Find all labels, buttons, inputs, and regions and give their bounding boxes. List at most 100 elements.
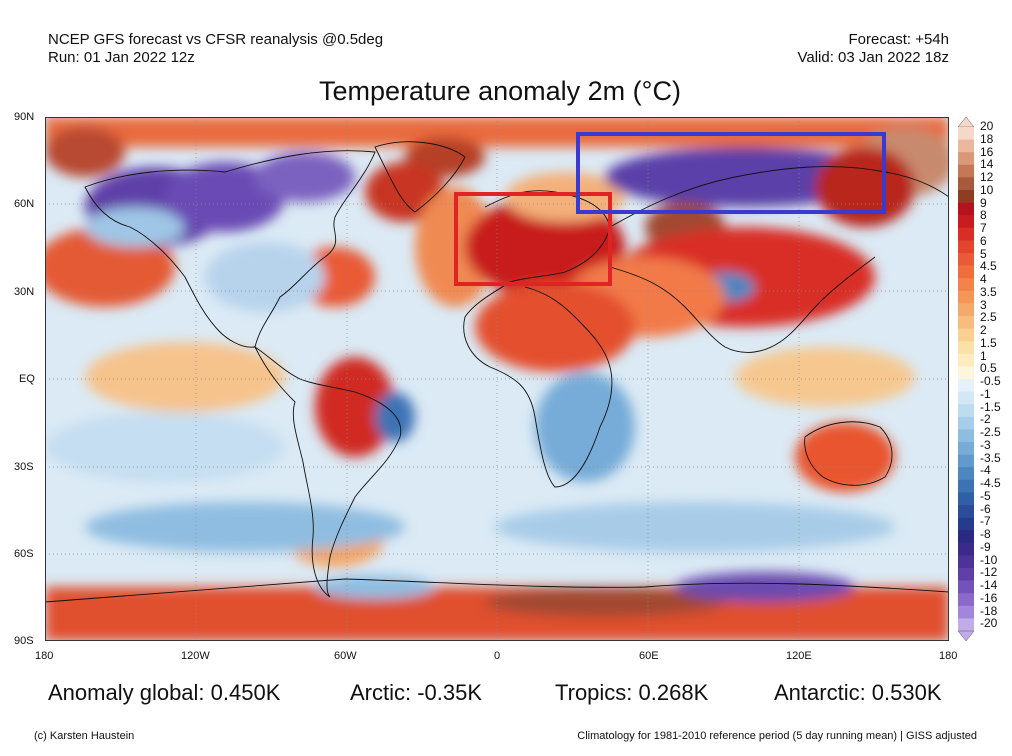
colorbar-labels: 20 18 16 14 12 10 9 8 7 6 5 4.5 4 3.5 3 2.5 2 1.5 1 0.5 -0.5… (980, 120, 1012, 636)
colorbar-label: 8 (980, 208, 987, 223)
colorbar-swatch (958, 215, 974, 229)
colorbar-swatch (958, 265, 974, 279)
map-canvas (45, 117, 949, 641)
map-title: Temperature anomaly 2m (°C) (319, 76, 681, 106)
colorbar-swatch (958, 139, 974, 153)
siberia-highlight-box (576, 132, 886, 214)
colorbar-label: 14 (980, 157, 994, 172)
colorbar-label: 0.5 (980, 361, 997, 376)
colorbar-swatch (958, 278, 974, 292)
colorbar-label: 12 (980, 170, 994, 184)
colorbar-label: -0.5 (980, 374, 1001, 388)
colorbar-swatch (958, 505, 974, 518)
anomaly-field (45, 117, 949, 641)
forecast-hour: Forecast: +54h (848, 31, 949, 48)
lat-label: 60S (14, 548, 34, 560)
colorbar-swatch (958, 353, 974, 367)
run-time: Run: 01 Jan 2022 12z (48, 49, 195, 66)
colorbar-swatch (958, 152, 974, 166)
colorbar-swatch (958, 240, 974, 254)
colorbar-label: -6 (980, 501, 991, 516)
model-description: NCEP GFS forecast vs CFSR reanalysis @0.… (48, 31, 384, 48)
lat-label: EQ (19, 373, 35, 385)
colorbar-label: 16 (980, 144, 994, 159)
colorbar-swatch (958, 454, 974, 468)
lon-label: 180 (35, 650, 54, 662)
colorbar-swatch (958, 341, 974, 355)
colorbar-swatch (958, 568, 974, 581)
colorbar-label: 1.5 (980, 335, 997, 350)
colorbar-swatch (958, 202, 974, 216)
colorbar-label: 1 (980, 348, 987, 363)
colorbar-label: 4 (980, 272, 987, 286)
colorbar-label: 3.5 (980, 284, 997, 299)
colorbar-swatch (958, 605, 974, 619)
colorbar-swatch (958, 618, 974, 632)
copyright: (c) Karsten Haustein (34, 730, 135, 742)
colorbar-label: -14 (980, 578, 998, 592)
colorbar-max-arrow (957, 117, 975, 128)
colorbar-label: -7 (980, 514, 991, 529)
colorbar-swatch (958, 580, 974, 594)
lon-label: 60E (639, 650, 659, 662)
colorbar-label: 5 (980, 246, 987, 261)
colorbar-label: -20 (980, 616, 998, 631)
colorbar-label: -16 (980, 590, 998, 605)
lat-label: 60N (14, 198, 35, 210)
colorbar-swatch (958, 467, 974, 481)
colorbar-label: 2 (980, 323, 987, 337)
colorbar-label: -5 (980, 488, 991, 503)
colorbar-swatch (958, 442, 974, 455)
colorbar-swatch (958, 555, 974, 569)
colorbar-swatch (958, 379, 974, 392)
colorbar-label: 4.5 (980, 259, 997, 274)
colorbar-label: -9 (980, 539, 991, 554)
colorbar-label: 6 (980, 233, 987, 248)
lat-label: 30S (14, 461, 34, 473)
colorbar-swatch (958, 303, 974, 317)
colorbar-swatch (958, 429, 974, 443)
colorbar-swatch (958, 479, 974, 493)
lat-label: 30N (14, 286, 35, 298)
anomaly-map (45, 117, 949, 641)
anomaly-arctic: Arctic: -0.35K (350, 680, 483, 705)
lon-label: 60W (334, 650, 357, 662)
colorbar-label: -3 (980, 437, 991, 452)
colorbar-swatch (958, 593, 974, 607)
colorbar-label: -3.5 (980, 450, 1001, 465)
colorbar-label: 18 (980, 131, 994, 146)
lon-label: 120W (181, 650, 210, 662)
colorbar (957, 117, 975, 641)
colorbar-label: -10 (980, 552, 998, 567)
colorbar-label: 3 (980, 297, 987, 312)
colorbar-label: 20 (980, 119, 994, 133)
lat-label: 90S (14, 635, 34, 647)
colorbar-label: -2 (980, 412, 991, 427)
colorbar-swatch (958, 127, 974, 140)
colorbar-label: -1.5 (980, 399, 1001, 414)
colorbar-swatch (958, 190, 974, 203)
colorbar-swatch (958, 404, 974, 418)
colorbar-swatch (958, 530, 974, 544)
colorbar-label: -8 (980, 527, 991, 541)
colorbar-label: 2.5 (980, 310, 997, 325)
colorbar-label: -4 (980, 463, 991, 478)
lon-label: 120E (786, 650, 812, 662)
colorbar-swatch (958, 416, 974, 430)
colorbar-label: -4.5 (980, 476, 1001, 490)
colorbar-swatch (958, 366, 974, 380)
colorbar-swatch (958, 227, 974, 241)
colorbar-label: -18 (980, 603, 998, 618)
map-frame (45, 117, 949, 641)
colorbar-swatch (958, 517, 974, 531)
colorbar-label: 9 (980, 195, 987, 210)
colorbar-swatch (958, 391, 974, 405)
anomaly-tropics: Tropics: 0.268K (555, 680, 709, 705)
anomaly-global: Anomaly global: 0.450K (48, 680, 281, 705)
colorbar-swatch (958, 316, 974, 329)
lon-label: 180 (939, 650, 958, 662)
europe-highlight-box (454, 192, 612, 286)
anomaly-antarctic: Antarctic: 0.530K (774, 680, 942, 705)
colorbar-label: -12 (980, 565, 998, 580)
colorbar-label: -2.5 (980, 425, 1001, 439)
